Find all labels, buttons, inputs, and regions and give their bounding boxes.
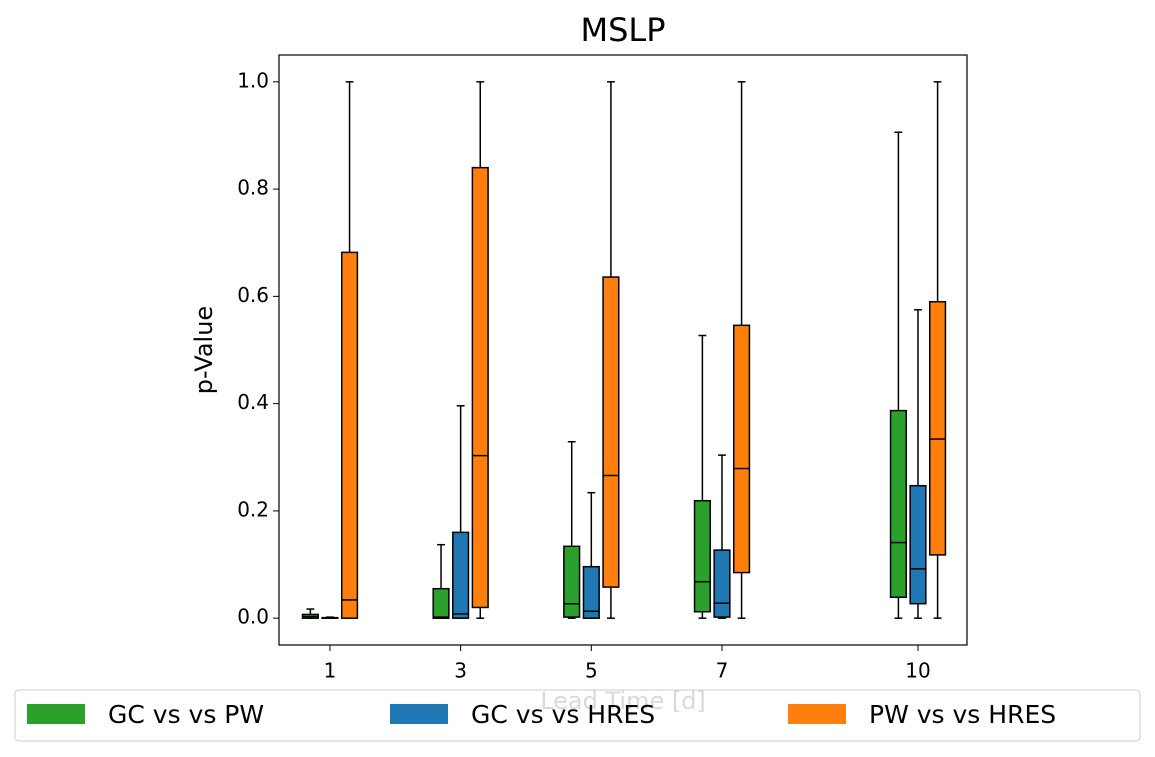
y-tick-label: 0.4: [237, 390, 269, 414]
box: [452, 531, 470, 619]
x-tick-label: 10: [905, 659, 930, 683]
y-tick-label: 0.0: [237, 605, 269, 629]
box: [889, 409, 907, 599]
y-axis-label: p-Value: [190, 306, 218, 394]
legend-label: GC vs vs HRES: [471, 700, 655, 729]
x-tick-label: 5: [585, 659, 598, 683]
box: [471, 166, 489, 609]
x-tick-label: 1: [324, 659, 337, 683]
box: [713, 549, 731, 618]
box: [432, 587, 450, 619]
x-tick-label: 7: [716, 659, 729, 683]
box: [929, 300, 947, 556]
legend-label: PW vs vs HRES: [869, 700, 1056, 729]
box: [602, 276, 620, 588]
y-tick-label: 0.2: [237, 497, 269, 521]
legend: [14, 689, 1141, 742]
legend-label: GC vs vs PW: [108, 700, 264, 729]
box: [563, 545, 581, 618]
box: [693, 499, 711, 613]
legend-swatch: [788, 704, 846, 724]
legend-swatch: [390, 704, 448, 724]
box: [732, 324, 751, 574]
box: [340, 251, 359, 619]
plot-frame: [278, 54, 968, 646]
y-tick-label: 0.6: [237, 283, 269, 307]
x-tick-label: 3: [454, 659, 467, 683]
box: [582, 565, 600, 619]
box: [909, 484, 927, 605]
legend-swatch: [27, 704, 85, 724]
y-tick-label: 0.8: [237, 176, 269, 200]
chart-title: MSLP: [580, 11, 665, 49]
y-tick-label: 1.0: [237, 68, 269, 92]
